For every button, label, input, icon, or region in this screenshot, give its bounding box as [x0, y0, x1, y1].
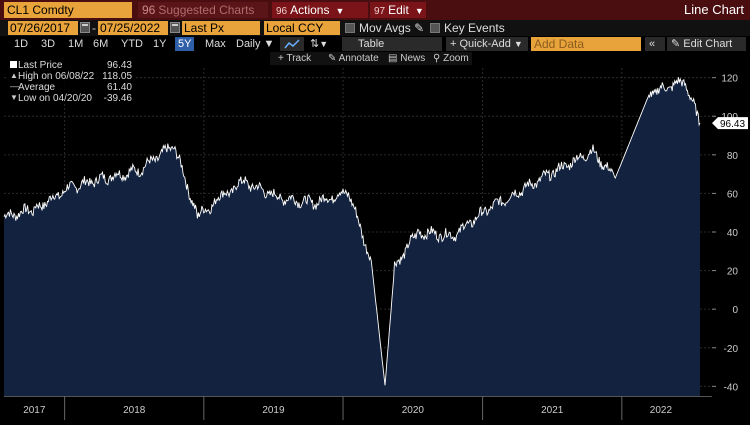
edit-label: Edit: [388, 3, 409, 17]
price-area-fill: [4, 77, 700, 396]
key-events-checkbox[interactable]: [430, 23, 440, 33]
crosshair-icon: +: [278, 53, 284, 64]
legend-low: ▼ Low on 04/20/20 -39.46: [10, 93, 132, 104]
y-tick-label: 120: [721, 74, 738, 85]
calendar-icon[interactable]: [170, 22, 180, 33]
plus-icon: +: [450, 38, 457, 50]
x-axis-band: [0, 396, 750, 425]
triangle-down-icon: ▼: [10, 93, 18, 102]
mov-avgs-checkbox[interactable]: [345, 23, 355, 33]
period-ytd[interactable]: YTD: [121, 38, 143, 50]
zoom-tool[interactable]: ⚲ Zoom: [433, 53, 469, 64]
edit-button[interactable]: 97 Edit ▼: [370, 2, 426, 18]
period-5y[interactable]: 5Y: [175, 37, 195, 51]
chevron-down-icon: ▼: [513, 39, 523, 49]
x-tick-label: 2021: [541, 405, 564, 416]
crosshair-icon[interactable]: ⇅​▼: [306, 37, 338, 51]
news-tool[interactable]: ▤ News: [388, 53, 426, 64]
line-icon: —: [10, 81, 19, 91]
last-price-tag-label: 96.43: [720, 119, 745, 130]
chevron-down-icon: ▼: [335, 6, 345, 16]
y-tick-label: -40: [724, 382, 739, 393]
chevron-down-icon: ▼: [263, 38, 275, 50]
end-date-field[interactable]: 07/25/2022: [98, 21, 168, 35]
legend-average: — Average 61.40: [10, 81, 132, 94]
last-price-tag-shape: [712, 117, 748, 130]
period-1y[interactable]: 1Y: [153, 38, 167, 50]
edit-code: 97: [374, 6, 386, 17]
period-max[interactable]: Max: [205, 38, 226, 50]
start-date-field[interactable]: 07/26/2017: [8, 21, 78, 35]
y-tick-label: 20: [727, 267, 739, 278]
quick-add-button[interactable]: + Quick-Add ▼: [446, 37, 528, 51]
x-tick-label: 2017: [23, 405, 46, 416]
controls-bar: 07/26/2017 - 07/25/2022 Last Px Local CC…: [0, 20, 750, 36]
period-1d[interactable]: 1D: [14, 38, 29, 50]
period-6m[interactable]: 6M: [93, 38, 109, 50]
currency-select[interactable]: Local CCY: [264, 21, 340, 35]
price-line: [3, 77, 701, 386]
y-tick-label: 60: [727, 189, 739, 200]
ticker-field[interactable]: CL1 Comdty: [4, 2, 132, 18]
date-separator: -: [92, 21, 96, 35]
add-data-input[interactable]: Add Data: [531, 37, 641, 51]
chart-type-title: Line Chart: [684, 2, 744, 17]
legend-last-price: Last Price 96.43: [10, 60, 132, 71]
collapse-icon[interactable]: «: [645, 37, 665, 51]
legend-box: Last Price 96.43 ▲ High on 06/08/22 118.05…: [8, 58, 134, 104]
actions-code: 96: [276, 6, 288, 17]
period-1m[interactable]: 1M: [68, 38, 84, 50]
zoom-icon: ⚲: [433, 53, 441, 64]
pencil-icon[interactable]: ✎: [414, 21, 425, 35]
triangle-up-icon: ▲: [10, 71, 18, 80]
pencil-icon: ✎: [328, 53, 337, 64]
calendar-icon[interactable]: [80, 22, 90, 33]
suggested-code: 96: [142, 3, 156, 17]
x-tick-label: 2018: [123, 405, 146, 416]
last-price-tag: 96.43: [712, 117, 748, 130]
edit-chart-button[interactable]: ✎ Edit Chart: [667, 37, 746, 51]
title-bar: CL1 Comdty 96 Suggested Charts 96 Actions ▼…: [0, 0, 750, 20]
x-tick-label: 2022: [650, 405, 673, 416]
chevron-down-icon: ▼: [414, 6, 424, 16]
chart-tools-bar: + Track ✎ Annotate ▤ News ⚲ Zoom: [270, 52, 472, 65]
x-tick-label: 2020: [402, 405, 425, 416]
table-button[interactable]: Table: [342, 37, 442, 51]
annotate-tool[interactable]: ✎ Annotate: [328, 53, 379, 64]
suggested-charts-label: Suggested Charts: [158, 3, 255, 17]
y-tick-label: -20: [724, 344, 739, 355]
x-tick-label: 2019: [262, 405, 285, 416]
actions-button[interactable]: 96 Actions ▼: [272, 2, 368, 18]
price-chart[interactable]: -40-20020406080100120 201720182019202020…: [0, 64, 750, 425]
actions-label: Actions: [290, 3, 330, 17]
square-icon: [10, 61, 17, 68]
y-tick-label: 0: [732, 305, 738, 316]
price-field-select[interactable]: Last Px: [182, 21, 260, 35]
x-axis: 2017 2018 2019 2020 2021 2022: [0, 396, 750, 425]
mov-avgs-label: Mov Avgs ✎: [359, 21, 425, 35]
y-tick-label: 40: [727, 228, 739, 239]
line-chart-icon[interactable]: [280, 37, 304, 51]
frequency-select[interactable]: Daily ▼: [236, 38, 275, 50]
suggested-charts-button[interactable]: 96 Suggested Charts: [138, 2, 268, 18]
news-icon: ▤: [388, 53, 398, 64]
y-tick-label: 80: [727, 151, 739, 162]
period-toolbar: 1D 3D 1M 6M YTD 1Y 5Y Max Daily ▼ ⇅​▼ Ta…: [0, 36, 750, 52]
legend-high: ▲ High on 06/08/22 118.05: [10, 71, 132, 82]
key-events-label: Key Events: [444, 21, 505, 35]
track-tool[interactable]: + Track: [278, 53, 312, 64]
period-3d[interactable]: 3D: [41, 38, 56, 50]
pencil-icon: ✎: [671, 38, 681, 50]
